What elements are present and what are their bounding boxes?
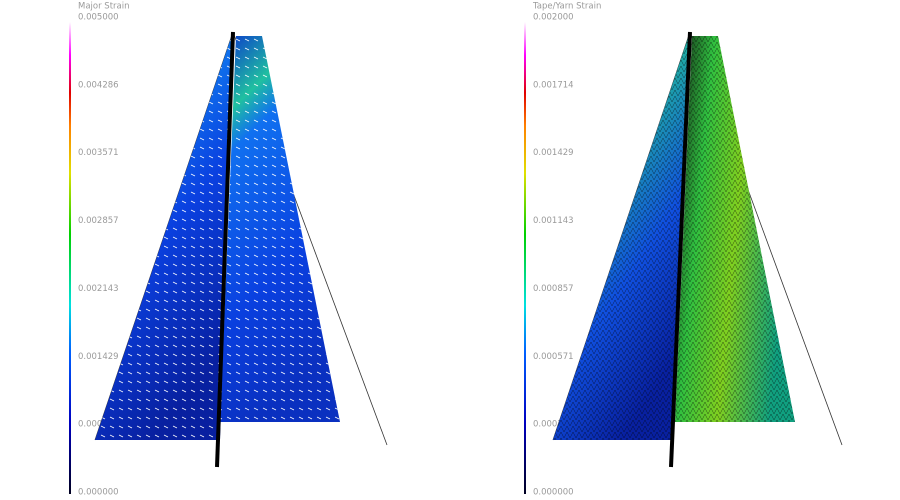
mast <box>215 31 235 468</box>
scale-label: 0.000286 <box>533 420 574 430</box>
scale-label: 0.000857 <box>533 284 574 294</box>
scale-label: 0.001143 <box>533 216 574 226</box>
scale-label: 0.005000 <box>78 13 119 23</box>
scale-label: 0.000000 <box>533 488 574 498</box>
scale-label: 0.002000 <box>533 13 574 23</box>
scale-label: 0.002143 <box>78 284 119 294</box>
scale-label: 0.001429 <box>533 148 574 158</box>
color-bar <box>69 22 71 494</box>
sail-model <box>552 31 843 468</box>
scale-label: 0.000714 <box>78 420 119 430</box>
mast <box>669 31 692 468</box>
scale-label: 0.001714 <box>533 80 574 90</box>
scale-label: 0.000000 <box>78 488 119 498</box>
mainsail-mesh <box>675 36 795 422</box>
color-bar <box>524 22 526 494</box>
scale-label: 0.004286 <box>78 80 119 90</box>
jib-mesh <box>553 32 690 440</box>
scale-label: 0.003571 <box>78 148 119 158</box>
jib-vectors <box>95 32 233 440</box>
scale-title: Tape/Yarn Strain <box>532 2 601 12</box>
scale-label: 0.002857 <box>78 216 119 226</box>
scale-title: Major Strain <box>78 2 129 12</box>
mainsail-vectors <box>220 36 340 422</box>
scale-label: 0.001429 <box>78 352 119 362</box>
sail-model <box>94 31 388 468</box>
scale-label: 0.000571 <box>533 352 574 362</box>
